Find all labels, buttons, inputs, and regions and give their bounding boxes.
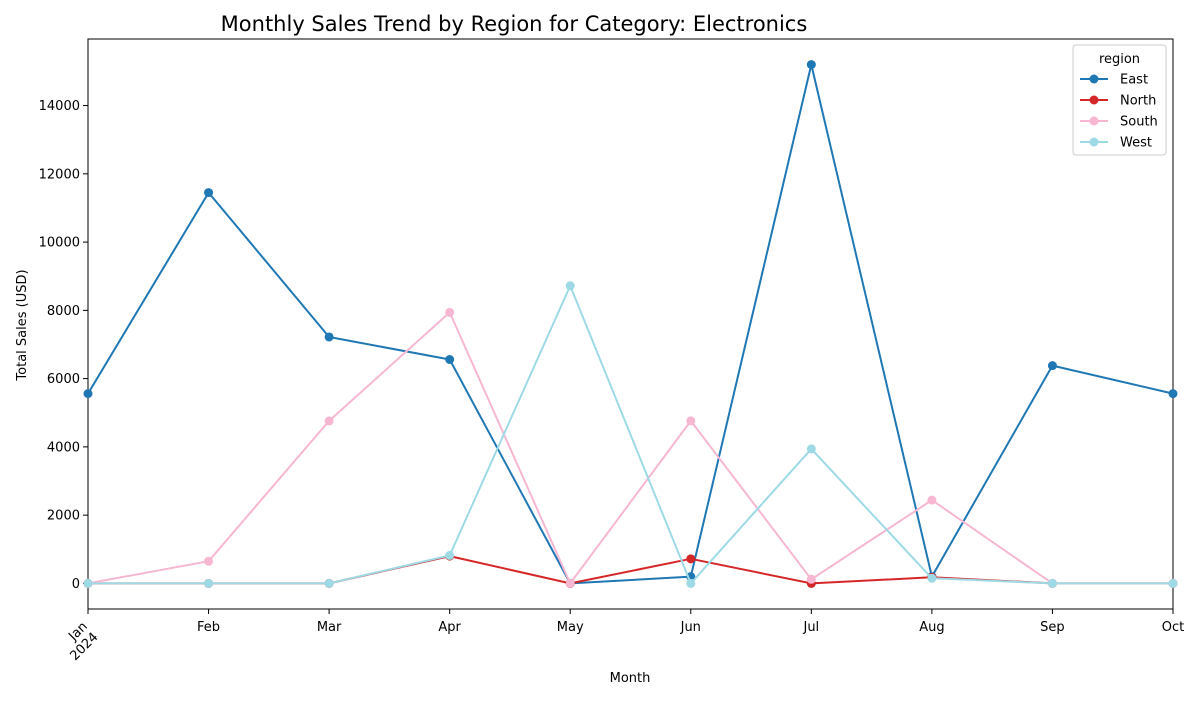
data-point-south: [204, 556, 214, 566]
legend-swatch-marker: [1089, 116, 1099, 126]
legend-label: West: [1120, 136, 1152, 151]
x-tick-label: Jun: [680, 620, 701, 635]
data-point-west: [445, 550, 455, 560]
series-line-south: [87, 311, 1173, 585]
x-tick-label: Oct: [1162, 620, 1184, 635]
legend-label: East: [1120, 73, 1148, 88]
data-point-east: [445, 354, 455, 364]
data-point-east: [83, 389, 93, 399]
series-layer: [83, 60, 1178, 588]
x-tick-label: Feb: [197, 620, 220, 635]
y-tick-label: 12000: [39, 167, 80, 182]
plot-frame: [87, 38, 1174, 610]
data-point-east: [324, 332, 334, 342]
x-tick-label: Mar: [317, 620, 342, 635]
series-line-west: [88, 284, 1173, 585]
y-tick-label: 4000: [47, 440, 80, 455]
legend-label: North: [1120, 94, 1156, 109]
legend: region East North South West: [1072, 44, 1167, 156]
legend-box: [1072, 44, 1167, 156]
data-point-south: [806, 574, 816, 584]
series-south: [83, 307, 1178, 588]
data-point-east: [204, 188, 214, 198]
data-point-west: [565, 281, 575, 291]
data-point-east: [1168, 389, 1178, 399]
data-point-west: [927, 573, 937, 583]
data-point-north: [686, 554, 696, 564]
legend-title: region: [1099, 52, 1140, 67]
legend-label: South: [1120, 115, 1158, 130]
data-point-west: [83, 578, 93, 588]
legend-item-east: East: [1080, 73, 1148, 88]
data-point-west: [1168, 578, 1178, 588]
x-axis: Jan2024 Feb Mar Apr May Jun Jul Aug Sep Oct: [57, 609, 1184, 664]
y-tick-label: 2000: [47, 509, 80, 524]
plot-area: [87, 38, 1174, 610]
x-tick-label: Jan2024: [57, 619, 102, 664]
y-tick-label: 14000: [39, 99, 80, 114]
legend-swatch-marker: [1089, 95, 1099, 105]
data-point-west: [324, 578, 334, 588]
chart-title: Monthly Sales Trend by Region for Catego…: [221, 12, 808, 36]
data-point-south: [445, 307, 455, 317]
data-point-west: [204, 578, 214, 588]
x-tick-label: May: [557, 620, 584, 635]
x-tick-label: Apr: [438, 620, 461, 635]
y-tick-label: 8000: [47, 304, 80, 319]
x-tick-label: Jul: [802, 620, 819, 635]
legend-item-west: West: [1080, 136, 1152, 151]
x-tick-label: Aug: [919, 620, 944, 635]
data-point-south: [324, 416, 334, 426]
x-axis-label: Month: [610, 671, 651, 686]
series-east: [83, 60, 1178, 588]
legend-swatch-marker: [1089, 74, 1099, 84]
series-west: [83, 281, 1178, 588]
x-tick-label: Sep: [1040, 620, 1065, 635]
legend-item-south: South: [1080, 115, 1158, 130]
data-point-east: [806, 60, 816, 70]
data-point-west: [686, 578, 696, 588]
data-point-west: [806, 444, 816, 454]
series-line-east: [87, 63, 1174, 585]
y-tick-label: 6000: [47, 372, 80, 387]
data-point-west: [1047, 578, 1057, 588]
y-axis: 0 2000 4000 6000 8000 10000 12000 14000: [39, 99, 88, 592]
data-point-south: [686, 416, 696, 426]
y-tick-label: 10000: [39, 236, 80, 251]
data-point-east: [1047, 361, 1057, 371]
legend-swatch-marker: [1089, 137, 1099, 147]
data-point-south: [565, 578, 575, 588]
y-axis-label: Total Sales (USD): [15, 269, 30, 381]
y-tick-label: 0: [72, 577, 80, 592]
legend-item-north: North: [1080, 94, 1156, 109]
data-point-south: [927, 495, 937, 505]
